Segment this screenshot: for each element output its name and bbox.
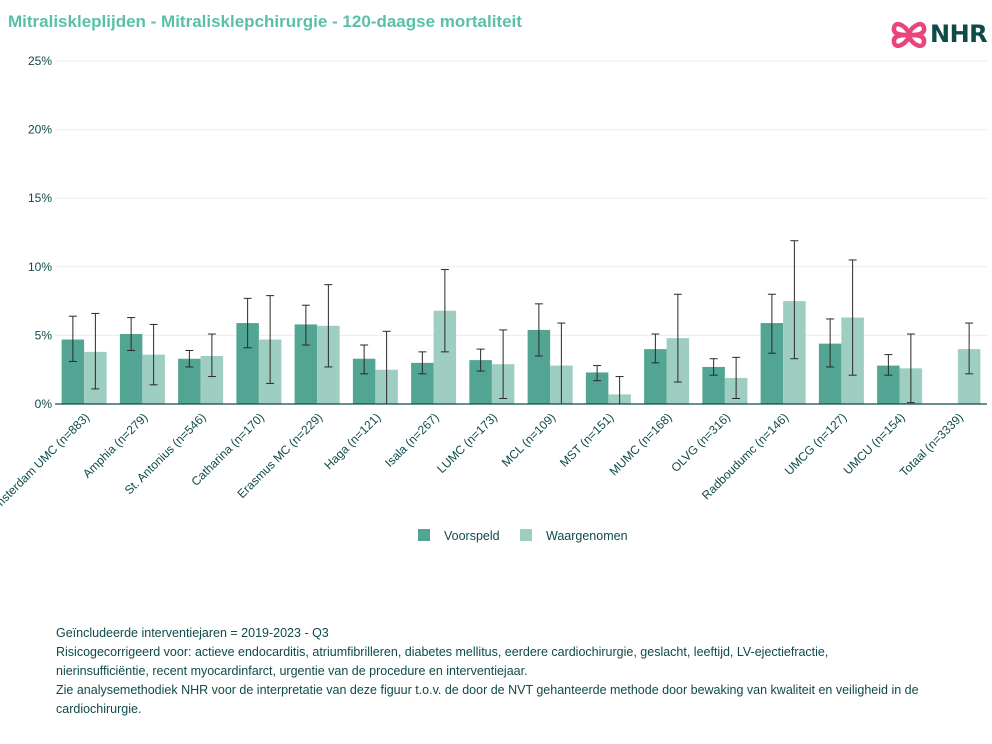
bar-waargenomen	[957, 349, 981, 404]
footnotes: Geïncludeerde interventiejaren = 2019-20…	[56, 624, 976, 719]
x-tick-label: Amsterdam UMC (n=883)	[0, 410, 92, 517]
x-tick-label: MUMC (n=168)	[607, 410, 675, 478]
bar-voorspeld	[585, 372, 609, 404]
note-line: Geïncludeerde interventiejaren = 2019-20…	[56, 626, 329, 640]
y-tick-label: 15%	[28, 191, 52, 205]
legend-swatch	[418, 529, 430, 541]
y-tick-label: 5%	[35, 328, 53, 342]
bar-voorspeld	[644, 349, 667, 404]
chart-title: Mitraliskleplijden - Mitralisklepchirurg…	[8, 12, 522, 31]
legend-label: Voorspeld	[444, 529, 500, 543]
bar-voorspeld	[877, 365, 900, 404]
bar-voorspeld	[760, 323, 784, 404]
bar-waargenomen	[200, 355, 224, 404]
note-line: nierinsufficiëntie, recent myocardinfarc…	[56, 664, 528, 678]
x-tick-label: UMCG (n=127)	[782, 410, 850, 478]
x-tick-label: LUMC (n=173)	[434, 410, 500, 476]
note-line: cardiochirurgie.	[56, 702, 142, 716]
bar-voorspeld	[236, 323, 259, 404]
x-tick-label: Isala (n=267)	[382, 410, 442, 470]
y-tick-label: 0%	[35, 397, 53, 411]
legend-label: Waargenomen	[546, 529, 628, 543]
note-line: Risicogecorrigeerd voor: actieve endocar…	[56, 645, 829, 659]
bar-voorspeld	[294, 324, 318, 404]
bar-voorspeld	[61, 339, 85, 404]
y-tick-label: 20%	[28, 123, 52, 137]
bar-waargenomen	[433, 310, 457, 404]
legend-swatch	[520, 529, 532, 541]
bar-voorspeld	[411, 362, 434, 404]
nhr-logo: NHR	[890, 16, 988, 56]
y-tick-label: 10%	[28, 260, 52, 274]
nhr-logo-icon	[891, 21, 927, 49]
bar-voorspeld	[178, 358, 201, 404]
x-tick-label: Haga (n=121)	[321, 410, 383, 472]
note-line: Zie analysemethodiek NHR voor de interpr…	[56, 683, 919, 697]
bar-voorspeld	[352, 358, 376, 404]
bar-voorspeld	[702, 366, 725, 404]
x-tick-label: MST (n=151)	[557, 410, 617, 470]
bar-voorspeld	[527, 329, 551, 404]
bar-chart: 0%5%10%15%20%25%Amsterdam UMC (n=883)Amp…	[0, 54, 987, 543]
bar-voorspeld	[469, 360, 492, 404]
bar-voorspeld	[119, 334, 143, 404]
x-tick-label: OLVG (n=316)	[668, 410, 733, 475]
bar-voorspeld	[818, 343, 842, 404]
y-tick-label: 25%	[28, 54, 52, 68]
logo-text: NHR	[930, 20, 988, 48]
x-tick-label: MCL (n=109)	[499, 410, 558, 469]
